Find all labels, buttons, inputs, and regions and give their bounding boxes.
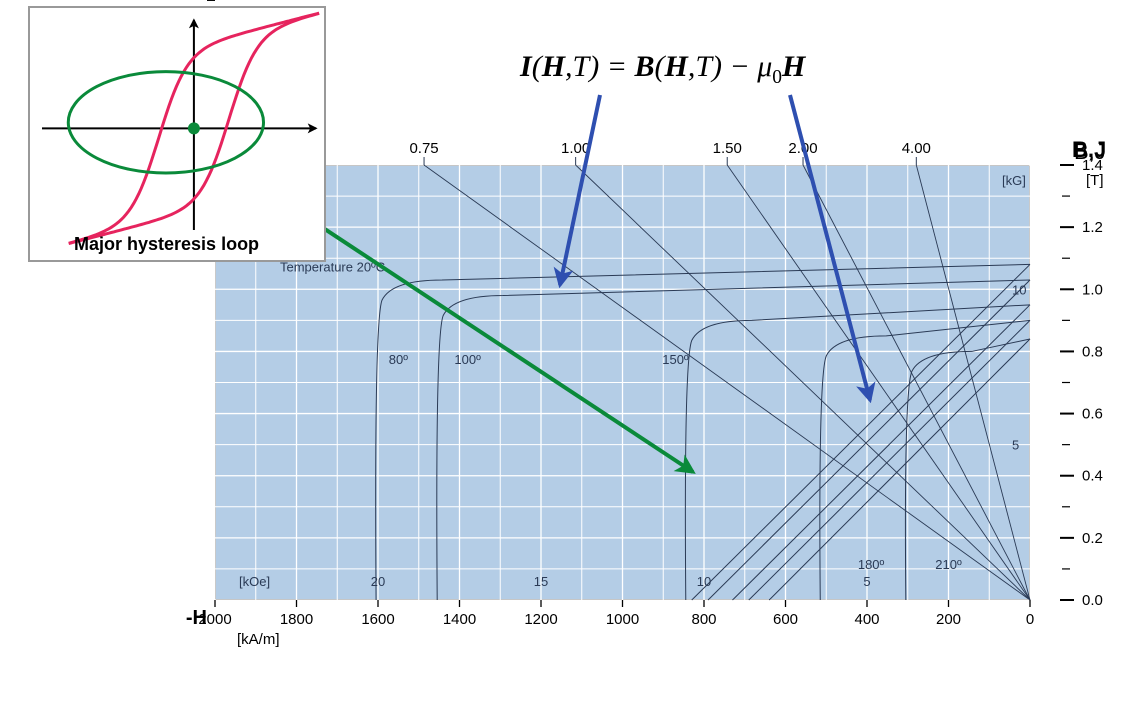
svg-text:2000: 2000	[198, 611, 231, 628]
svg-text:0.30: 0.30	[172, 0, 201, 4]
svg-text:B,J: B,J	[1072, 137, 1106, 162]
svg-text:0.10: 0.10	[172, 0, 201, 4]
svg-text:1.4: 1.4	[1082, 157, 1103, 174]
svg-text:0.20: 0.20	[172, 0, 201, 4]
svg-text:1.0: 1.0	[1082, 281, 1103, 298]
svg-text:1400: 1400	[443, 611, 476, 628]
svg-text:0.0: 0.0	[1082, 592, 1103, 609]
svg-text:800: 800	[691, 611, 716, 628]
svg-text:1.50: 1.50	[713, 140, 742, 157]
svg-text:0.40: 0.40	[172, 0, 201, 4]
svg-text:2.00: 2.00	[788, 140, 817, 157]
equation-text: I(H,T) = B(H,T) − μ0H	[520, 50, 805, 89]
svg-text:0.4: 0.4	[1082, 468, 1103, 485]
svg-text:[kA/m]: [kA/m]	[237, 631, 280, 648]
svg-text:0.8: 0.8	[1082, 343, 1103, 360]
svg-text:4.00: 4.00	[902, 140, 931, 157]
svg-text:1.2: 1.2	[1082, 219, 1103, 236]
svg-text:0: 0	[1026, 611, 1034, 628]
hysteresis-svg	[30, 8, 328, 264]
svg-text:0.75: 0.75	[409, 140, 438, 157]
inset-caption: Major hysteresis loop	[74, 234, 259, 255]
svg-text:B,J: B,J	[1074, 139, 1106, 164]
svg-text:1000: 1000	[606, 611, 639, 628]
svg-text:0.2: 0.2	[1082, 530, 1103, 547]
svg-text:-H: -H	[186, 607, 207, 629]
hysteresis-inset: Major hysteresis loop	[28, 6, 326, 262]
svg-text:1.00: 1.00	[561, 140, 590, 157]
svg-text:0.6: 0.6	[1082, 406, 1103, 423]
svg-text:400: 400	[854, 611, 879, 628]
svg-text:600: 600	[773, 611, 798, 628]
demagnetization-chart	[215, 165, 1030, 600]
svg-text:1200: 1200	[524, 611, 557, 628]
svg-text:1600: 1600	[361, 611, 394, 628]
svg-text:1800: 1800	[280, 611, 313, 628]
svg-text:[T]: [T]	[1086, 172, 1104, 189]
svg-text:200: 200	[936, 611, 961, 628]
